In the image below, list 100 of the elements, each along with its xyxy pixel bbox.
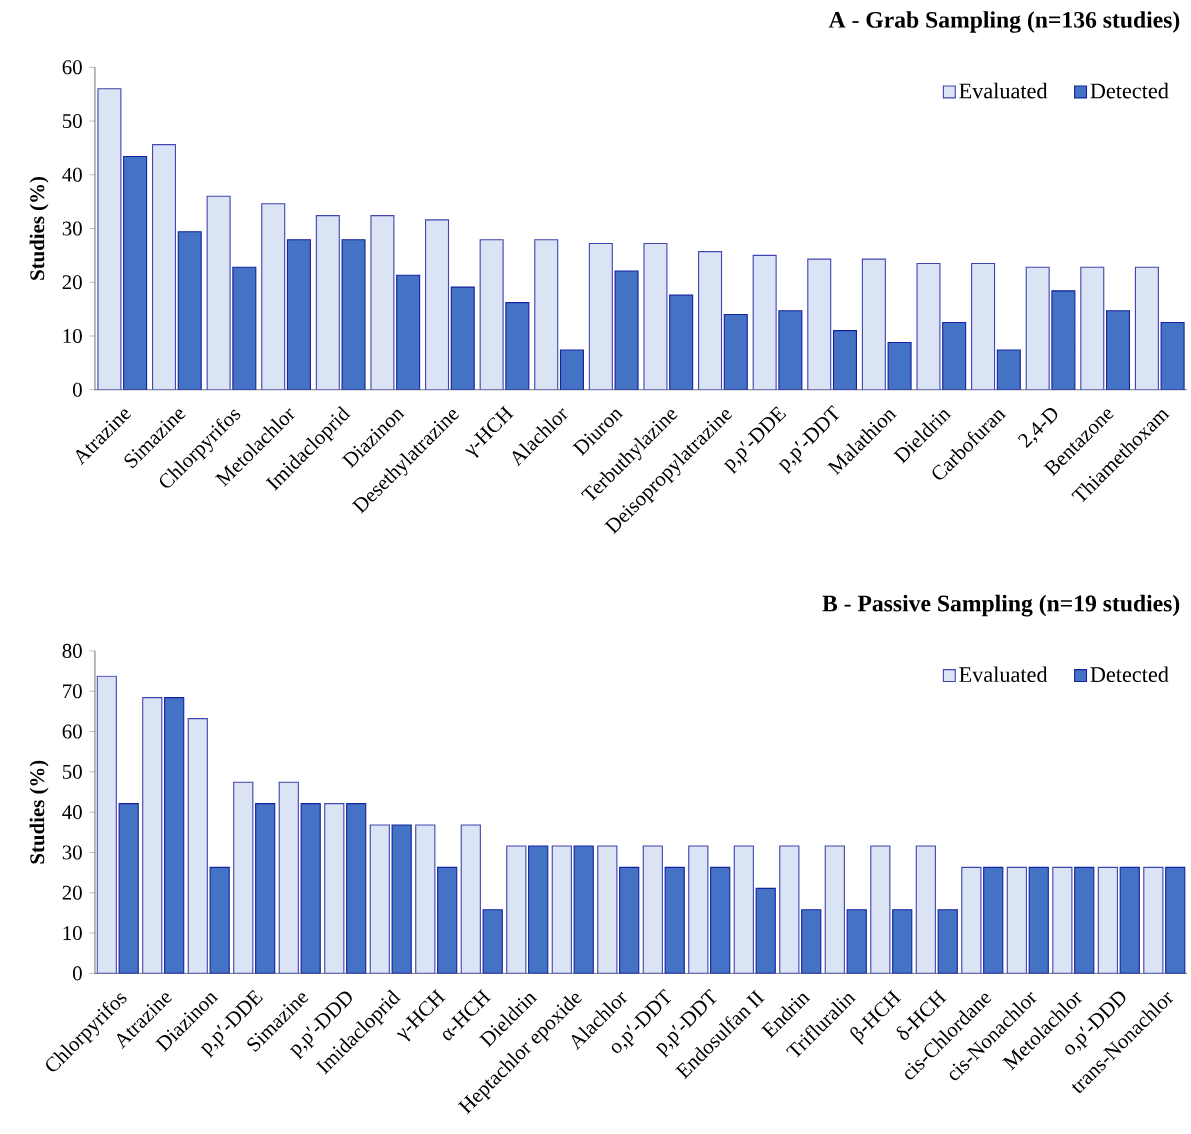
bar <box>778 310 803 390</box>
bar <box>551 845 572 974</box>
bar <box>1160 322 1185 390</box>
bar <box>300 803 321 974</box>
bar <box>801 909 822 974</box>
bar <box>482 909 503 974</box>
bar <box>232 266 257 390</box>
bar <box>971 263 996 390</box>
bar <box>505 302 530 390</box>
bar <box>916 263 941 390</box>
y-tick-label: 20 <box>62 885 82 900</box>
bar <box>1025 266 1050 390</box>
bar <box>460 824 481 974</box>
y-tick-label: 30 <box>62 221 82 236</box>
bar <box>1074 866 1095 974</box>
y-tick-label: 0 <box>72 966 82 981</box>
bar <box>614 270 639 390</box>
bar <box>915 845 936 974</box>
bar <box>255 803 276 974</box>
bar <box>324 803 345 974</box>
bar <box>1052 866 1073 974</box>
y-tick-label: 40 <box>62 167 82 182</box>
bar <box>597 845 618 974</box>
bar <box>807 258 832 390</box>
bar <box>619 866 640 974</box>
bar <box>1080 266 1105 390</box>
bar <box>1143 866 1164 974</box>
bar <box>396 274 421 390</box>
bar <box>369 824 390 974</box>
bar <box>425 219 450 390</box>
bar <box>341 239 366 390</box>
bar <box>559 349 584 390</box>
bar <box>209 866 230 974</box>
chart-title: B - Passive Sampling (n=19 studies) <box>822 595 1180 617</box>
y-tick-label: 70 <box>63 684 82 699</box>
bar <box>642 845 663 974</box>
legend-label: Detected <box>1090 82 1169 99</box>
bar <box>233 781 254 974</box>
y-tick-label: 0 <box>72 382 82 397</box>
bar <box>261 203 286 390</box>
bar <box>346 803 367 974</box>
bar <box>528 845 549 974</box>
y-tick-label: 30 <box>62 845 82 860</box>
bar <box>996 349 1021 390</box>
bar <box>937 909 958 974</box>
bar <box>96 675 117 974</box>
bar <box>177 231 202 390</box>
y-tick-label: 60 <box>62 60 82 75</box>
bar <box>846 909 867 974</box>
bar <box>983 866 1004 974</box>
bar <box>664 866 685 974</box>
bar <box>187 718 208 974</box>
bar <box>151 144 177 390</box>
y-tick-label: 20 <box>62 275 82 290</box>
bar <box>286 239 311 390</box>
y-axis-title: Studies (%) <box>29 760 49 864</box>
bar <box>643 243 668 390</box>
bar <box>733 845 754 974</box>
bar <box>824 845 845 974</box>
bar <box>688 845 709 974</box>
bar <box>415 824 436 974</box>
bar <box>1051 290 1076 390</box>
y-tick-label: 60 <box>62 724 82 739</box>
y-tick-label: 80 <box>62 644 82 659</box>
bar <box>1134 266 1159 390</box>
bar <box>870 845 891 974</box>
bar <box>573 845 594 974</box>
bar <box>118 803 139 974</box>
bar <box>1006 866 1027 974</box>
bar <box>779 845 800 974</box>
bar <box>961 866 982 974</box>
bar <box>698 251 723 390</box>
bar <box>391 824 412 974</box>
bar <box>942 322 967 390</box>
legend-label: Evaluated <box>959 666 1048 683</box>
y-tick-label: 50 <box>63 114 82 129</box>
bar <box>437 866 458 974</box>
bar <box>450 286 475 390</box>
bar <box>142 697 163 974</box>
y-tick-label: 40 <box>62 805 82 820</box>
bar <box>315 215 340 390</box>
bar <box>669 294 694 390</box>
bar <box>710 866 731 974</box>
bar <box>278 781 299 974</box>
bar <box>892 909 913 974</box>
bar <box>1165 866 1186 974</box>
chart-title: A - Grab Sampling (n=136 studies) <box>828 11 1180 33</box>
bar <box>123 156 148 390</box>
bar <box>1119 866 1140 974</box>
bar <box>752 255 777 390</box>
bar <box>588 243 613 390</box>
bar <box>861 258 886 390</box>
bar <box>1097 866 1118 974</box>
y-axis-title: Studies (%) <box>29 177 49 281</box>
bar <box>534 239 559 390</box>
bar <box>479 239 504 390</box>
bar <box>1105 310 1131 390</box>
legend-label: Evaluated <box>959 82 1048 99</box>
legend-label: Detected <box>1090 666 1169 683</box>
y-tick-label: 10 <box>63 926 82 941</box>
